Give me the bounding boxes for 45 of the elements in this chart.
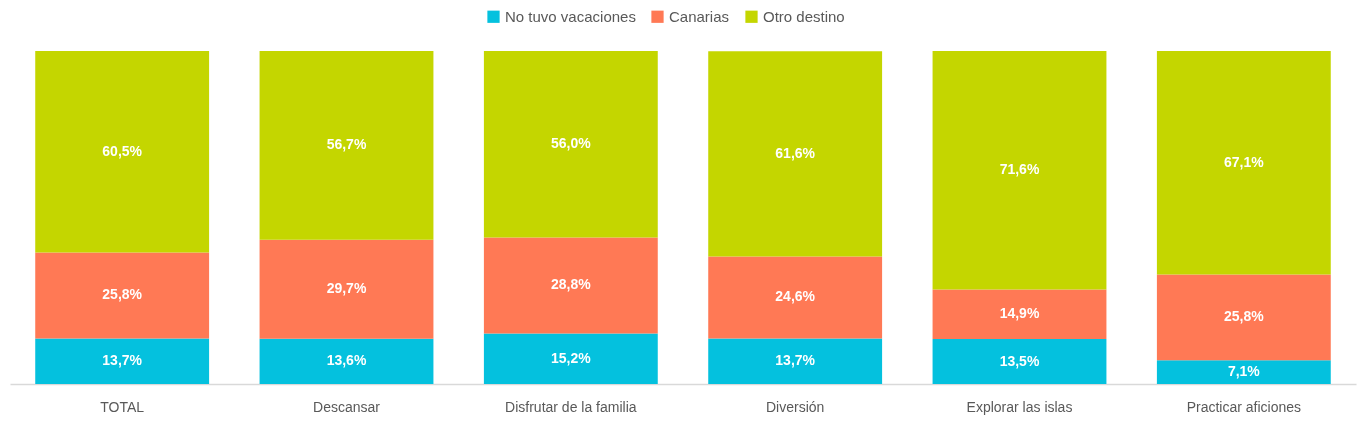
data-label: 61,6% bbox=[775, 144, 816, 161]
data-label: 71,6% bbox=[999, 161, 1040, 178]
x-tick-label: Practicar aficiones bbox=[1186, 398, 1302, 415]
legend-label: No tuvo vacaciones bbox=[505, 7, 636, 25]
bar bbox=[708, 256, 883, 339]
data-label: 13,7% bbox=[775, 352, 816, 369]
data-label: 13,6% bbox=[326, 352, 367, 369]
bar bbox=[708, 338, 883, 384]
data-label: 24,6% bbox=[775, 288, 816, 305]
bar bbox=[1156, 51, 1331, 275]
bar bbox=[35, 338, 210, 384]
bar bbox=[483, 237, 658, 334]
bar bbox=[1156, 274, 1331, 361]
bar bbox=[708, 51, 883, 257]
data-label: 56,0% bbox=[550, 135, 592, 152]
bar bbox=[932, 51, 1107, 290]
data-label: 29,7% bbox=[326, 280, 367, 297]
data-label: 67,1% bbox=[1223, 153, 1265, 170]
legend-label: Canarias bbox=[669, 7, 730, 25]
data-label: 28,8% bbox=[550, 276, 592, 293]
x-tick-label: Descansar bbox=[313, 398, 381, 415]
data-label: 15,2% bbox=[550, 349, 592, 366]
x-tick-label: Disfrutar de la familia bbox=[505, 398, 637, 415]
bar bbox=[259, 239, 434, 339]
legend-label: Otro destino bbox=[763, 7, 845, 25]
x-tick-label: Explorar las islas bbox=[966, 398, 1073, 415]
bar bbox=[932, 339, 1107, 384]
bar bbox=[483, 333, 658, 384]
data-label: 7,1% bbox=[1227, 363, 1261, 380]
bar bbox=[1156, 360, 1331, 384]
bar bbox=[35, 252, 210, 339]
data-label: 25,8% bbox=[102, 286, 143, 303]
bar bbox=[259, 51, 434, 240]
data-label: 60,5% bbox=[102, 142, 143, 159]
data-label: 25,8% bbox=[1223, 308, 1265, 325]
bar bbox=[483, 51, 658, 238]
x-tick-label: TOTAL bbox=[100, 398, 145, 415]
bar bbox=[932, 289, 1107, 340]
x-tick-label: Diversión bbox=[765, 398, 825, 415]
bar bbox=[35, 51, 210, 253]
data-label: 56,7% bbox=[326, 136, 367, 153]
data-label: 13,7% bbox=[102, 352, 143, 369]
bar bbox=[259, 338, 434, 384]
data-label: 13,5% bbox=[999, 352, 1040, 369]
data-label: 14,9% bbox=[999, 305, 1040, 322]
